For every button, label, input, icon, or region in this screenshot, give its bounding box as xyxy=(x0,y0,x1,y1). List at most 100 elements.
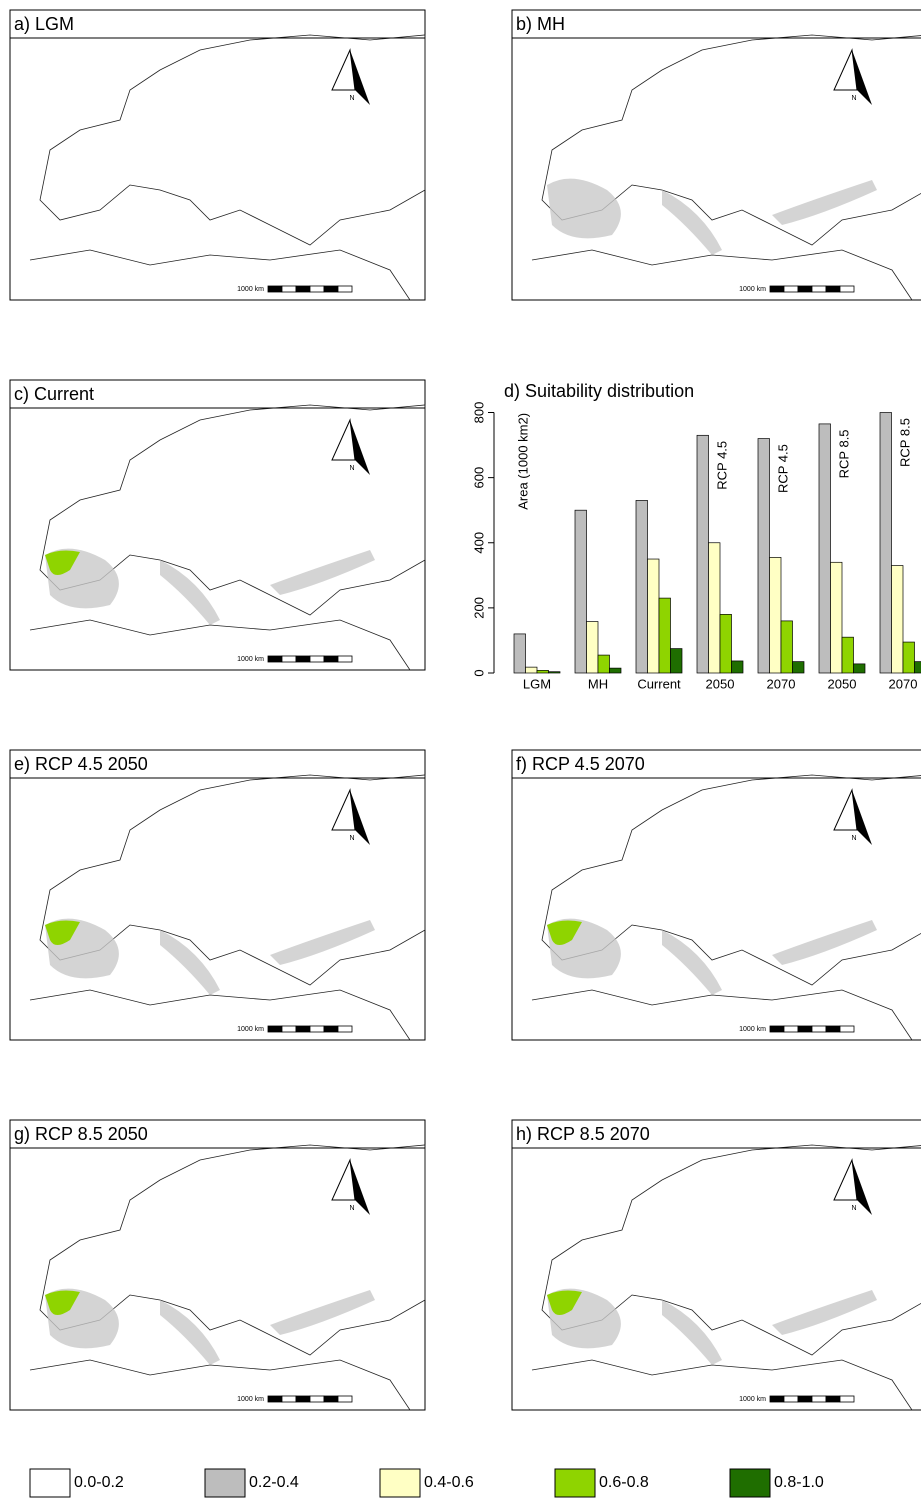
scale-bar-segment xyxy=(338,656,352,662)
figure: a) LGMN1000 kmb) MHN1000 kmc) CurrentN10… xyxy=(0,0,921,1503)
legend-label: 0.2-0.4 xyxy=(249,1474,299,1491)
scale-bar-segment xyxy=(310,1026,324,1032)
y-tick-label: 600 xyxy=(471,467,486,489)
map-frame xyxy=(10,750,425,1040)
scale-label: 1000 km xyxy=(237,1396,264,1403)
x-tick-label: Current xyxy=(637,676,681,691)
bar xyxy=(892,566,904,673)
bar xyxy=(842,637,854,673)
bar xyxy=(514,634,526,673)
legend-swatch xyxy=(30,1469,70,1497)
bar xyxy=(659,598,671,673)
scale-bar-segment xyxy=(784,286,798,292)
bar xyxy=(831,562,843,673)
bar xyxy=(720,614,732,673)
scale-bar-segment xyxy=(770,286,784,292)
scale-bar-segment xyxy=(798,286,812,292)
scale-bar-segment xyxy=(282,286,296,292)
map-panel: h) RCP 8.5 2070N1000 km xyxy=(512,1120,921,1410)
map-frame xyxy=(512,750,921,1040)
scale-bar-segment xyxy=(324,1026,338,1032)
bar xyxy=(915,662,921,673)
north-label: N xyxy=(349,465,354,472)
annotation: RCP 8.5 xyxy=(897,418,912,467)
bar xyxy=(537,670,549,673)
north-label: N xyxy=(851,835,856,842)
map-panel: g) RCP 8.5 2050 N 1000 km xyxy=(10,1120,425,1410)
bar xyxy=(575,510,587,673)
x-tick-label: 2050 xyxy=(706,676,735,691)
scale-bar-segment xyxy=(840,1396,854,1402)
scale-bar-segment xyxy=(812,1026,826,1032)
y-axis-label: Area (1000 km2) xyxy=(515,413,530,510)
map-panel: f) RCP 4.5 2070N1000 km xyxy=(512,750,921,1040)
x-tick-label: LGM xyxy=(523,676,551,691)
x-tick-label: MH xyxy=(588,676,608,691)
legend-swatch xyxy=(205,1469,245,1497)
bar xyxy=(770,557,782,673)
scale-bar-segment xyxy=(770,1026,784,1032)
bar xyxy=(598,655,610,673)
bar xyxy=(636,500,648,673)
scale-bar-segment xyxy=(798,1396,812,1402)
scale-bar-segment xyxy=(338,1396,352,1402)
bar xyxy=(610,668,622,673)
annotation: RCP 4.5 xyxy=(775,444,790,493)
scale-bar-segment xyxy=(324,286,338,292)
scale-label: 1000 km xyxy=(237,656,264,663)
scale-bar-segment xyxy=(282,656,296,662)
north-label: N xyxy=(349,1205,354,1212)
north-label: N xyxy=(349,95,354,102)
scale-bar-segment xyxy=(840,286,854,292)
scale-bar-segment xyxy=(840,1026,854,1032)
legend-swatch xyxy=(730,1469,770,1497)
scale-bar-segment xyxy=(324,656,338,662)
scale-label: 1000 km xyxy=(237,286,264,293)
bar xyxy=(587,622,599,673)
scale-bar-segment xyxy=(310,286,324,292)
legend-swatch xyxy=(555,1469,595,1497)
bar xyxy=(880,413,892,673)
map-frame xyxy=(10,380,425,670)
bar xyxy=(903,642,915,673)
scale-bar-segment xyxy=(310,656,324,662)
map-panel: c) Current N 1000 km xyxy=(10,380,425,670)
bar xyxy=(732,661,744,673)
bar xyxy=(854,664,866,673)
scale-bar-segment xyxy=(324,1396,338,1402)
legend-label: 0.6-0.8 xyxy=(599,1474,649,1491)
map-frame xyxy=(512,10,921,300)
map-title: c) Current xyxy=(14,384,94,404)
legend-swatch xyxy=(380,1469,420,1497)
legend-label: 0.4-0.6 xyxy=(424,1474,474,1491)
scale-bar-segment xyxy=(338,1026,352,1032)
scale-bar-segment xyxy=(784,1396,798,1402)
scale-label: 1000 km xyxy=(739,1396,766,1403)
scale-bar-segment xyxy=(296,1396,310,1402)
scale-bar-segment xyxy=(770,1396,784,1402)
map-title: g) RCP 8.5 2050 xyxy=(14,1124,148,1144)
bar xyxy=(819,424,831,673)
scale-bar-segment xyxy=(268,1396,282,1402)
scale-bar-segment xyxy=(268,286,282,292)
scale-label: 1000 km xyxy=(739,1026,766,1033)
scale-bar-segment xyxy=(784,1026,798,1032)
scale-bar-segment xyxy=(826,286,840,292)
y-tick-label: 800 xyxy=(471,402,486,424)
bar xyxy=(671,649,683,673)
scale-bar-segment xyxy=(812,1396,826,1402)
scale-bar-segment xyxy=(310,1396,324,1402)
scale-bar-segment xyxy=(296,656,310,662)
x-tick-label: 2050 xyxy=(828,676,857,691)
scale-bar-segment xyxy=(282,1026,296,1032)
bar xyxy=(648,559,660,673)
scale-bar-segment xyxy=(826,1396,840,1402)
chart-title: d) Suitability distribution xyxy=(504,381,694,401)
map-title: b) MH xyxy=(516,14,565,34)
map-title: e) RCP 4.5 2050 xyxy=(14,754,148,774)
scale-bar-segment xyxy=(296,286,310,292)
scale-bar-segment xyxy=(812,286,826,292)
scale-bar-segment xyxy=(282,1396,296,1402)
